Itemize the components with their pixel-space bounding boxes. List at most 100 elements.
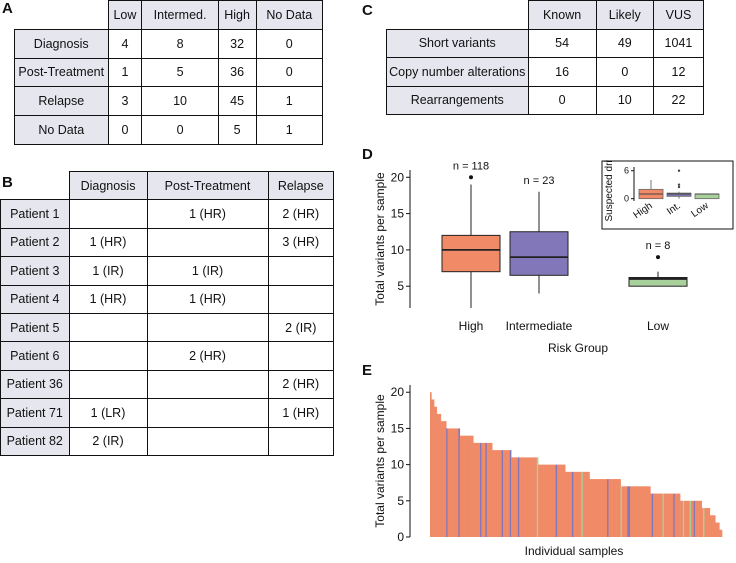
- sample-bar-high: [521, 457, 524, 537]
- table-row: Relapse 3 10 45 1: [14, 86, 324, 117]
- sample-bar-high: [611, 479, 613, 537]
- sample-bar-high: [520, 457, 523, 537]
- inset-y-tick-label: 0: [624, 194, 629, 204]
- risk-by-timepoint-table: Low Intermed. High No Data Diagnosis 4 8 32 0 Pos…: [14, 0, 324, 145]
- sample-bar-high: [655, 493, 658, 537]
- sample-bar-high: [546, 464, 548, 537]
- sample-bar-high: [440, 421, 443, 537]
- sample-bar-high: [550, 464, 552, 537]
- sample-bar-high: [609, 479, 612, 537]
- sample-bar-high: [700, 500, 703, 537]
- y-tick-label: 5: [397, 494, 404, 508]
- sample-bar-intermediate: [517, 457, 520, 537]
- table-cell: 2 (HR): [267, 369, 335, 400]
- inset-box: [694, 193, 720, 200]
- sample-bar-low: [682, 500, 685, 537]
- sample-bar-high: [494, 450, 497, 537]
- table-cell: 1041: [652, 28, 705, 58]
- sample-bar-high: [635, 486, 638, 537]
- table-cell: 8: [141, 28, 219, 59]
- sample-bar-high: [608, 479, 611, 537]
- sample-bar-high: [478, 442, 481, 537]
- sample-bar-high: [442, 421, 444, 537]
- sample-bar-high: [697, 500, 700, 537]
- sample-bar-low: [662, 493, 665, 537]
- table-row: Patient 82 2 (IR): [0, 426, 335, 457]
- sample-bar-high: [512, 457, 515, 537]
- table-cell: 22: [652, 85, 705, 115]
- header-row: Low Intermed. High No Data: [15, 0, 324, 30]
- sample-bar-high: [638, 486, 640, 537]
- inset-outlier: [677, 185, 681, 189]
- sample-bar-high: [699, 500, 701, 537]
- row-header: Copy number alterations: [386, 57, 529, 87]
- box-intermediate: [509, 231, 569, 276]
- sample-bar-high: [473, 442, 475, 537]
- sample-bar-high: [462, 435, 465, 537]
- sample-bar-intermediate: [607, 479, 609, 537]
- sample-bar-high: [578, 471, 581, 537]
- sample-bar-high: [557, 464, 559, 537]
- sample-bar-high: [459, 435, 462, 537]
- table-cell: 0: [527, 85, 597, 115]
- sample-bar-high: [580, 471, 582, 537]
- y-tick-label: 20: [391, 170, 405, 184]
- sample-bar-high: [712, 515, 715, 537]
- table-row: Patient 5 2 (IR): [0, 312, 335, 343]
- sample-bar-high: [438, 413, 440, 537]
- table-cell: 1 (IR): [68, 256, 148, 286]
- sample-bar-high: [624, 486, 627, 537]
- table-cell: [146, 369, 269, 400]
- sample-bar-intermediate: [693, 500, 696, 537]
- y-tick-label: 10: [391, 243, 405, 257]
- table-cell: 1 (HR): [68, 284, 148, 314]
- table-cell: 10: [595, 85, 654, 115]
- column-header: Likely: [595, 0, 654, 30]
- sample-bar-high: [653, 493, 655, 537]
- table-cell: 5: [141, 57, 219, 88]
- sample-bar-high: [600, 479, 602, 537]
- sample-bar-intermediate: [485, 442, 488, 537]
- sample-bar-high: [484, 442, 486, 537]
- sample-count-label: n = 23: [524, 175, 555, 187]
- sample-bar-high: [715, 522, 717, 537]
- sample-bar-high: [477, 442, 479, 537]
- table-cell: 0: [255, 57, 324, 88]
- sample-bar-high: [670, 493, 673, 537]
- y-tick-label: 15: [391, 421, 405, 435]
- column-header: Relapse: [267, 170, 335, 201]
- sample-bar-intermediate: [555, 464, 558, 537]
- sample-bar-high: [489, 442, 492, 537]
- table-cell: 1 (HR): [146, 284, 269, 314]
- sample-bar-high: [538, 464, 540, 537]
- sample-bar-high: [678, 493, 681, 537]
- sample-bar-high: [466, 435, 469, 537]
- table-cell: 1 (HR): [146, 199, 269, 229]
- sample-bar-high: [524, 457, 527, 537]
- y-tick-label: 15: [391, 207, 405, 221]
- table-row: Rearrangements 0 10 22: [386, 85, 705, 115]
- sample-bar-high: [665, 493, 667, 537]
- sample-bar-high: [444, 421, 447, 537]
- sample-bar-high: [643, 486, 646, 537]
- sample-bar-high: [603, 479, 605, 537]
- column-header: Low: [107, 0, 143, 30]
- sample-bar-high: [486, 442, 489, 537]
- header-row: Known Likely VUS: [387, 0, 705, 30]
- table-cell: 2 (HR): [267, 199, 335, 229]
- sample-bar-high: [593, 479, 596, 537]
- variant-classification-table: Known Likely VUS Short variants 54 49 1041 Copy…: [386, 0, 705, 115]
- row-header: Short variants: [386, 28, 529, 58]
- sample-bar-high: [548, 464, 551, 537]
- sample-bar-high: [589, 479, 592, 537]
- sample-bar-chart: 0 5 10 15 20 Total variants per sample Individ…: [373, 385, 723, 558]
- inset-outlier: [677, 169, 681, 172]
- sample-bar-high: [592, 479, 594, 537]
- sample-bar-high: [640, 486, 643, 537]
- sample-bar-high: [704, 508, 707, 537]
- sample-bar-high: [685, 500, 688, 537]
- table-cell: 2 (HR): [146, 341, 269, 371]
- sample-bar-high: [553, 464, 555, 537]
- sample-bar-high: [559, 464, 562, 537]
- sample-bar-high: [604, 479, 607, 537]
